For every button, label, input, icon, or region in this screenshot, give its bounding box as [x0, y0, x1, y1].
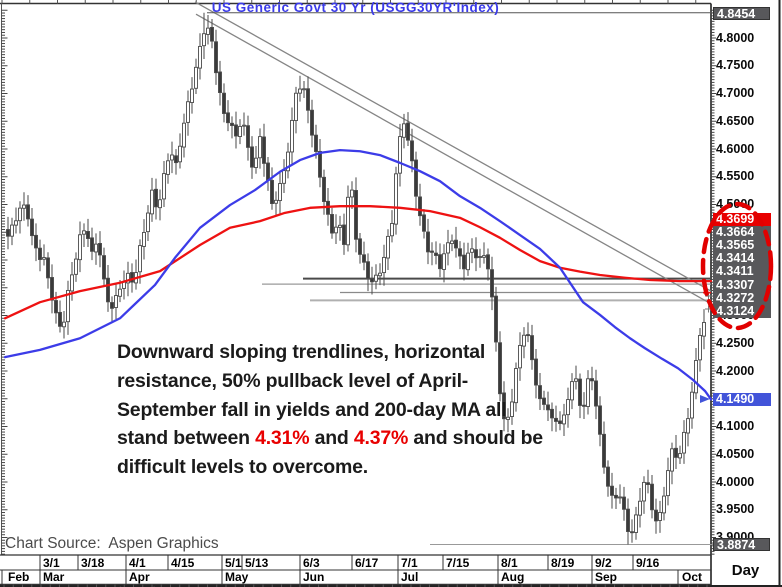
- x-axis-date-label: 4/1: [129, 556, 146, 570]
- ma50-pointer-arrow: [700, 395, 710, 403]
- annotation-line-5: difficult levels to overcome.: [117, 456, 369, 479]
- x-axis-month-label: Apr: [129, 570, 150, 584]
- y-axis-label: 3.9500: [716, 503, 776, 517]
- annotation-text: Downward sloping trendlines, horizontal …: [117, 338, 543, 482]
- annotation-line-4a: stand between: [117, 427, 256, 450]
- annotation-line-2: resistance, 50% pullback level of April-: [117, 369, 469, 392]
- annotation-line-4e: and should be: [408, 427, 543, 450]
- annotation-line-1: Downward sloping trendlines, horizontal: [117, 341, 486, 363]
- x-axis-month-label: Aug: [501, 570, 525, 584]
- x-axis-month-label: Jun: [303, 570, 325, 584]
- x-axis-date-label: 9/2: [595, 556, 612, 570]
- resistance-level-label: 4.3124: [713, 304, 771, 318]
- data-source-line: Data Source: Bloomberg: [5, 585, 219, 587]
- annotation-line-4c: and: [309, 427, 354, 450]
- level-431: 4.31%: [255, 427, 310, 450]
- x-axis-month-label: Oct: [682, 570, 703, 584]
- x-axis-date-label: 8/19: [551, 556, 575, 570]
- y-axis-label: 4.6500: [716, 114, 776, 128]
- x-axis-date-label: 7/15: [446, 556, 470, 570]
- x-axis-date-label: 5/1: [225, 556, 242, 570]
- period-high-label: 4.8454: [713, 6, 770, 20]
- source-block: Chart Source: Aspen Graphics Data Source…: [5, 502, 219, 587]
- ma50-value-label: 4.1490: [713, 392, 771, 406]
- x-axis-month-label: Jul: [401, 570, 419, 584]
- y-axis-label: 4.2000: [716, 364, 776, 378]
- y-axis-label: 4.5500: [716, 170, 776, 184]
- y-axis-label: 4.8000: [716, 31, 776, 45]
- x-axis-month-label: Feb: [8, 570, 30, 584]
- x-axis-month-label: Sep: [595, 570, 618, 584]
- chart-source-line: Chart Source: Aspen Graphics: [5, 534, 219, 552]
- resistance-level-label: 4.3411: [713, 265, 771, 279]
- annotation-line-3: September fall in yields and 200-day MA …: [117, 398, 507, 421]
- y-axis-label: 4.1000: [716, 420, 776, 433]
- chart-title: US Generic Govt 30 Yr (USGG30YR'Index): [211, 0, 500, 15]
- y-axis-label: 4.0500: [716, 447, 776, 461]
- y-axis-label: 4.2500: [716, 336, 776, 350]
- x-axis-date-label: 6/3: [303, 556, 320, 570]
- x-axis-date-label: 7/1: [401, 556, 418, 570]
- downtrend-line: [195, 13, 712, 305]
- x-axis-month-label: Mar: [43, 570, 65, 584]
- ma-200-line: [3, 205, 713, 320]
- ma-50-line: [3, 148, 713, 401]
- period-low-label: 3.8874: [713, 537, 770, 551]
- y-axis-label: 4.7500: [716, 59, 776, 73]
- x-axis-date-label: 6/17: [355, 556, 379, 570]
- resistance-level-label: 4.3307: [713, 278, 771, 292]
- x-axis-date-label: 9/16: [636, 556, 660, 570]
- y-axis-label: 4.6000: [716, 142, 776, 156]
- downtrend-line: [194, 1, 712, 292]
- x-axis-date-label: 8/1: [501, 556, 518, 570]
- x-axis-date-label: 3/1: [43, 556, 60, 570]
- resistance-level-label: 4.3272: [713, 291, 771, 305]
- level-437: 4.37%: [353, 427, 409, 450]
- x-axis-date-label: 4/15: [171, 556, 195, 570]
- y-axis-label: 4.7000: [716, 87, 776, 100]
- period-label: Day: [731, 562, 760, 579]
- x-axis-month-label: May: [225, 570, 249, 584]
- candlestick-series: [6, 12, 706, 545]
- y-axis-label: 4.0000: [716, 475, 776, 489]
- x-axis-date-label: 3/18: [81, 556, 105, 570]
- y-axis-label: 4.5000: [716, 198, 776, 211]
- x-axis-date-label: 5/13: [245, 556, 269, 570]
